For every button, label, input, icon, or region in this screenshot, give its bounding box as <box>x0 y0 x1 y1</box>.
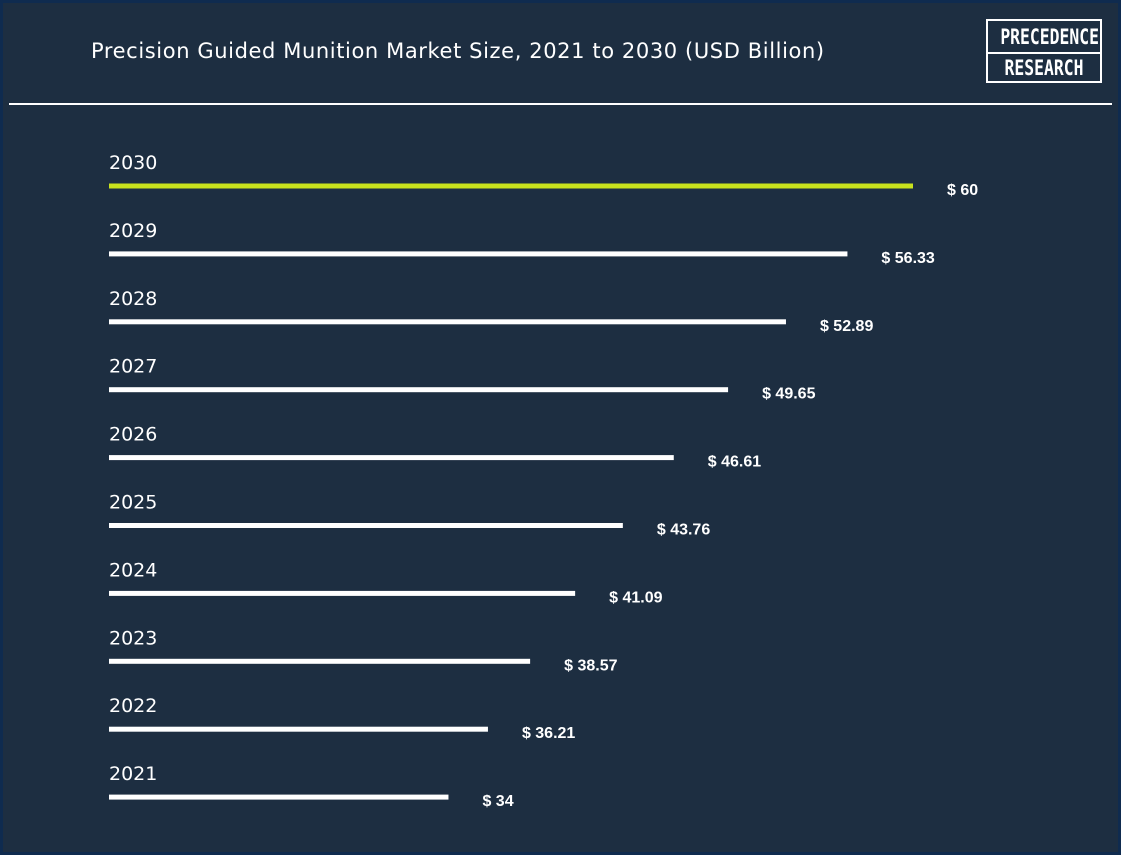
bar-2030 <box>109 183 913 189</box>
value-label-2024: $ 41.09 <box>609 589 662 606</box>
chart-title: Precision Guided Munition Market Size, 2… <box>91 39 825 63</box>
bar-2027 <box>109 387 729 393</box>
precedence-research-logo: PRECEDENCE RESEARCH <box>986 19 1102 83</box>
year-label-2028: 2028 <box>109 288 157 310</box>
value-label-2026: $ 46.61 <box>708 454 761 471</box>
value-label-2030: $ 60 <box>947 182 978 199</box>
year-label-2023: 2023 <box>109 627 157 649</box>
value-label-2022: $ 36.21 <box>522 725 575 742</box>
logo-divider <box>988 52 1100 54</box>
year-label-2026: 2026 <box>109 424 157 446</box>
year-label-2022: 2022 <box>109 695 157 717</box>
value-label-2029: $ 56.33 <box>881 250 934 267</box>
bar-2028 <box>109 319 786 325</box>
logo-text-line-1: PRECEDENCE <box>1000 25 1099 49</box>
logo-text-line-2: RESEARCH <box>1004 56 1084 80</box>
header-divider <box>9 103 1112 105</box>
bar-2026 <box>109 455 674 461</box>
value-label-2021: $ 34 <box>482 793 513 810</box>
year-label-2021: 2021 <box>109 763 157 785</box>
bar-chart: 2030 $ 60 2029 $ 56.33 2028 $ 52.89 2027 $ 49.6… <box>109 152 978 810</box>
year-label-2025: 2025 <box>109 492 157 514</box>
bar-2029 <box>109 251 848 257</box>
value-label-2028: $ 52.89 <box>820 318 873 335</box>
year-label-2027: 2027 <box>109 356 157 378</box>
bar-2025 <box>109 523 623 528</box>
value-label-2023: $ 38.57 <box>564 657 617 674</box>
bar-2024 <box>109 590 576 596</box>
year-label-2024: 2024 <box>109 559 157 581</box>
value-label-2025: $ 43.76 <box>657 522 710 539</box>
year-label-2030: 2030 <box>109 152 157 174</box>
year-label-2029: 2029 <box>109 220 157 242</box>
bar-2021 <box>109 794 449 800</box>
bar-2023 <box>109 658 531 664</box>
value-label-2027: $ 49.65 <box>762 386 815 403</box>
bar-2022 <box>109 726 488 732</box>
